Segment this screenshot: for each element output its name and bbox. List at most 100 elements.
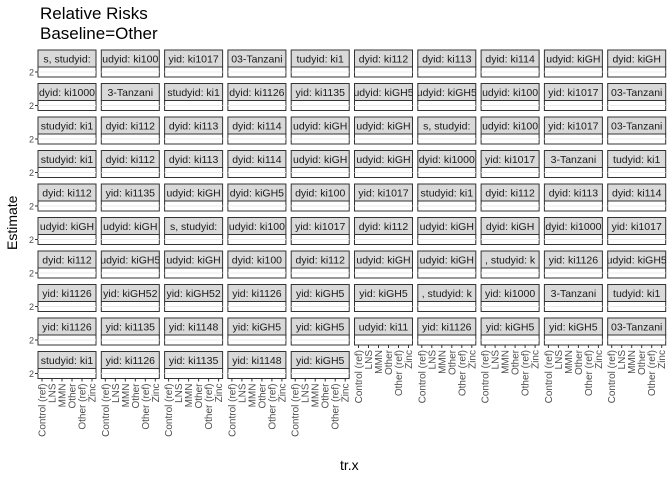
facet-strip-label: yid: ki1126 <box>42 288 92 300</box>
x-tick-label: MMN <box>311 384 322 408</box>
facet-strip-label: yid: kiGH5 <box>549 322 598 334</box>
facet-strip-label: dyid: ki112 <box>485 188 535 200</box>
y-tick-label: 2 <box>29 336 34 346</box>
facet-strip-label: dyid: ki112 <box>359 54 409 66</box>
x-tick-label: Control (ref) <box>481 350 492 403</box>
x-tick-label: Other (ref) <box>647 350 658 396</box>
facet-strip-label: yid: ki1148 <box>169 322 219 334</box>
y-tick-label: 2 <box>29 101 34 111</box>
y-tick-label: 2 <box>29 269 34 279</box>
facet-strip-label: dyid: ki113 <box>549 188 599 200</box>
facet-strip-label: udyid: ki100 <box>482 121 538 133</box>
y-tick-label: 2 <box>29 202 34 212</box>
facet-strip-label: s, studyid: <box>170 221 217 233</box>
x-tick-label: MMN <box>501 350 512 374</box>
x-tick-label: Control (ref) <box>417 350 428 403</box>
facet-strip-label: udyid: kiGH <box>420 255 474 267</box>
facet-strip-label: yid: kiGH52 <box>103 288 157 300</box>
facet-strip-label: yid: ki1017 <box>548 121 598 133</box>
x-tick-label: Other <box>257 383 268 409</box>
x-tick-label: LNS <box>111 383 122 403</box>
facet-strip-label: yid: ki1017 <box>485 154 535 166</box>
x-tick-label: Other <box>321 383 332 409</box>
facet-strip-label: udyid: kiGH <box>356 154 410 166</box>
x-tick-label: Control (ref) <box>291 384 302 437</box>
facet-strip-label: s, studyid: <box>43 54 90 66</box>
x-tick-label: Zinc <box>657 350 668 369</box>
x-tick-label: Zinc <box>277 384 288 403</box>
facet-strip-label: yid: kiGH52 <box>166 288 220 300</box>
x-tick-label: Zinc <box>594 350 605 369</box>
y-tick-label: 2 <box>29 235 34 245</box>
x-tick-label: LNS <box>174 383 185 403</box>
x-tick-label: LNS <box>491 350 502 370</box>
facet-strip-label: dyid: ki112 <box>295 255 345 267</box>
facet-strip-label: dyid: kiGH <box>486 221 534 233</box>
x-axis-label: tr.x <box>340 457 359 473</box>
facet-strip-label: yid: ki1017 <box>168 54 218 66</box>
x-tick-label: LNS <box>427 350 438 370</box>
facet-strip-label: dyid: ki100 <box>295 188 345 200</box>
facet-strip-label: 3-Tanzani <box>551 154 597 166</box>
x-tick-label: Other <box>384 349 395 375</box>
facet-strip-label: udyid: kiGH5 <box>100 255 160 267</box>
facet-strip-label: studyid: ki1 <box>421 188 474 200</box>
facet-strip-label: yid: ki1000 <box>485 288 535 300</box>
facet-strip-label: yid: ki1148 <box>232 355 282 367</box>
facet-strip-label: yid: ki1017 <box>548 87 598 99</box>
facet-strip-label: udyid: kiGH5 <box>607 255 667 267</box>
facet-strip-label: dyid: kiGH <box>612 54 660 66</box>
facet-strip-label: dyid: ki112 <box>42 188 92 200</box>
x-tick-label: LNS <box>617 350 628 370</box>
facet-strip-label: yid: ki1126 <box>42 322 92 334</box>
facet-strip-label: dyid: ki114 <box>485 54 535 66</box>
facet-strip-label: dyid: ki1126 <box>229 87 284 99</box>
facet-strip-label: yid: ki1017 <box>612 221 662 233</box>
y-tick-label: 2 <box>29 135 34 145</box>
chart-subtitle: Baseline=Other <box>40 24 158 43</box>
facet-strip-label: udyid: kiGH <box>293 121 347 133</box>
facet-strip-label: , studyid: k <box>485 255 536 267</box>
facet-strip-label: yid: ki1126 <box>232 288 282 300</box>
facet-strip-label: tudyid: ki1 <box>613 288 660 300</box>
facet-strip-label: dyid: kiGH5 <box>230 188 284 200</box>
facet-strip-label: udyid: ki100 <box>229 221 285 233</box>
x-tick-label: Zinc <box>88 384 99 403</box>
facet-strip-label: yid: ki1126 <box>106 355 156 367</box>
facet-strip-label: udyid: kiGH <box>546 54 600 66</box>
x-tick-label: Other (ref) <box>78 384 89 430</box>
facet-strip-label: udyid: kiGH <box>40 221 94 233</box>
facet-strip-label: dyid: ki112 <box>359 221 409 233</box>
facet-strip-label: udyid: ki11 <box>359 322 409 334</box>
facet-strip-label: dyid: ki112 <box>106 121 156 133</box>
facet-strip-label: udyid: kiGH <box>103 221 157 233</box>
facet-strip-label: udyid: kiGH <box>166 188 220 200</box>
x-tick-label: Control (ref) <box>354 350 365 403</box>
facet-strip-label: dyid: ki100 <box>232 255 282 267</box>
facet-strip-label: 03-Tanzani <box>231 54 282 66</box>
facet-strip-label: udyid: kiGH5 <box>417 87 477 99</box>
facet-strip-label: 03-Tanzani <box>611 87 662 99</box>
facet-strip-label: 3-Tanzani <box>108 87 154 99</box>
facet-strip-label: udyid: kiGH5 <box>353 87 413 99</box>
x-tick-label: Control (ref) <box>544 350 555 403</box>
x-tick-label: LNS <box>48 383 59 403</box>
x-tick-label: Other (ref) <box>394 350 405 396</box>
facet-strip-label: yid: ki1135 <box>169 355 219 367</box>
x-tick-label: Other <box>68 383 79 409</box>
chart-title-block: Relative Risks Baseline=Other <box>40 4 158 44</box>
facet-strip-label: studyid: ki1 <box>41 154 94 166</box>
facet-strip-label: 3-Tanzani <box>551 288 597 300</box>
facet-strip-label: udyid: ki100 <box>482 87 538 99</box>
x-tick-label: Control (ref) <box>38 384 49 437</box>
facet-strip-label: dyid: ki113 <box>169 154 219 166</box>
x-tick-label: LNS <box>364 350 375 370</box>
facet-strip-label: dyid: ki1000 <box>419 154 475 166</box>
x-tick-label: MMN <box>564 350 575 374</box>
y-tick-label: 2 <box>29 68 34 78</box>
x-tick-label: Other <box>131 383 142 409</box>
x-tick-label: Control (ref) <box>101 384 112 437</box>
x-tick-label: Other (ref) <box>521 350 532 396</box>
facet-strip-label: yid: ki1126 <box>549 255 599 267</box>
x-tick-label: MMN <box>247 384 258 408</box>
